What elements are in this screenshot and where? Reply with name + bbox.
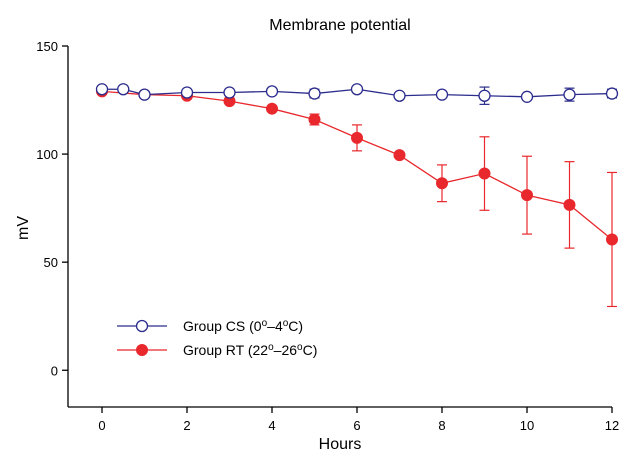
legend-label: Group CS (0o–4oC) xyxy=(183,318,303,335)
x-tick-label: 6 xyxy=(353,418,360,433)
data-point xyxy=(393,89,406,102)
y-tick-label: 100 xyxy=(36,147,58,162)
series-rt xyxy=(96,85,618,308)
x-tick-label: 8 xyxy=(438,418,445,433)
data-point xyxy=(605,87,619,100)
legend-marker xyxy=(135,319,149,333)
data-point xyxy=(606,233,618,246)
data-point xyxy=(180,86,194,99)
data-point xyxy=(563,198,576,211)
data-point xyxy=(265,85,279,98)
legend-label: Group RT (22o–26oC) xyxy=(183,342,317,359)
x-tick-label: 2 xyxy=(183,418,190,433)
data-point xyxy=(393,149,406,162)
x-axis-label: Hours xyxy=(319,436,362,453)
y-tick-label: 0 xyxy=(51,363,58,378)
series-cs xyxy=(95,83,619,105)
y-tick-label: 150 xyxy=(36,39,58,54)
legend-marker xyxy=(136,344,148,356)
data-point xyxy=(563,88,576,101)
data-point xyxy=(117,83,130,96)
data-point xyxy=(436,177,448,190)
data-point xyxy=(435,88,449,101)
data-point xyxy=(520,90,534,103)
data-point xyxy=(350,83,364,96)
data-point xyxy=(95,83,109,96)
y-axis-label: mV xyxy=(15,216,32,240)
data-point xyxy=(351,131,363,144)
chart-title: Membrane potential xyxy=(269,17,410,34)
data-point xyxy=(521,189,533,202)
x-tick-label: 4 xyxy=(268,418,275,433)
data-point xyxy=(308,87,321,100)
series-line xyxy=(102,88,613,98)
x-tick-label: 12 xyxy=(605,418,619,433)
series-line xyxy=(101,90,613,240)
data-point xyxy=(223,86,236,99)
y-tick-label: 50 xyxy=(44,255,58,270)
data-point xyxy=(478,89,491,102)
x-tick-label: 10 xyxy=(520,418,534,433)
x-tick-label: 0 xyxy=(98,418,105,433)
data-point xyxy=(478,167,491,180)
legend: Group CS (0o–4oC) Group RT (22o–26oC) xyxy=(117,318,317,359)
data-point xyxy=(308,113,321,126)
data-point xyxy=(266,102,278,115)
data-point xyxy=(138,88,151,101)
